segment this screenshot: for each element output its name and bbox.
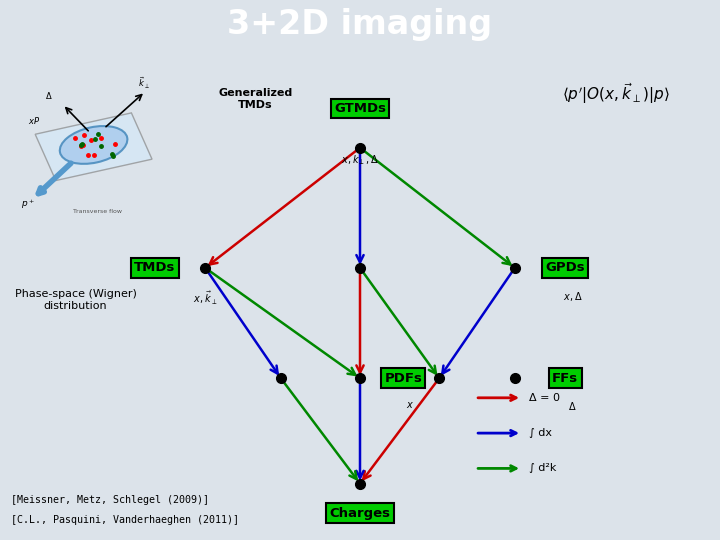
Text: Transverse flow: Transverse flow — [73, 208, 122, 213]
Text: $x, \Delta$: $x, \Delta$ — [562, 290, 582, 303]
Text: PDFs: PDFs — [384, 372, 422, 384]
Text: $\Delta$: $\Delta$ — [568, 400, 577, 412]
Text: $\Delta$: $\Delta$ — [45, 90, 53, 100]
Text: $x, \vec{k}_\perp$: $x, \vec{k}_\perp$ — [193, 290, 217, 307]
Text: [Meissner, Metz, Schlegel (2009)]: [Meissner, Metz, Schlegel (2009)] — [11, 495, 209, 505]
Text: 3+2D imaging: 3+2D imaging — [228, 8, 492, 42]
Text: Phase-space (Wigner)
distribution: Phase-space (Wigner) distribution — [14, 289, 137, 310]
Text: TMDs: TMDs — [134, 261, 176, 274]
Text: Δ = 0: Δ = 0 — [529, 393, 560, 403]
Text: Generalized
TMDs: Generalized TMDs — [218, 88, 293, 110]
Ellipse shape — [60, 126, 127, 164]
Text: FFs: FFs — [552, 372, 578, 384]
Text: ∫ dx: ∫ dx — [529, 428, 552, 438]
Text: Charges: Charges — [330, 507, 390, 519]
Text: $p^+$: $p^+$ — [22, 197, 35, 211]
Text: $x, k_\perp, \Delta$: $x, k_\perp, \Delta$ — [341, 153, 379, 167]
Text: [C.L., Pasquini, Vanderhaeghen (2011)]: [C.L., Pasquini, Vanderhaeghen (2011)] — [11, 515, 239, 525]
Text: $xP$: $xP$ — [28, 114, 40, 126]
Text: ∫ d²k: ∫ d²k — [529, 463, 557, 474]
Text: $x$: $x$ — [406, 400, 415, 410]
Polygon shape — [35, 113, 152, 180]
Text: $\vec{k}_\perp$: $\vec{k}_\perp$ — [138, 76, 150, 91]
Text: $\langle p^\prime | O(x, \vec{k}_\perp) | p \rangle$: $\langle p^\prime | O(x, \vec{k}_\perp) … — [562, 82, 670, 106]
Text: GPDs: GPDs — [545, 261, 585, 274]
Text: GTMDs: GTMDs — [334, 102, 386, 115]
